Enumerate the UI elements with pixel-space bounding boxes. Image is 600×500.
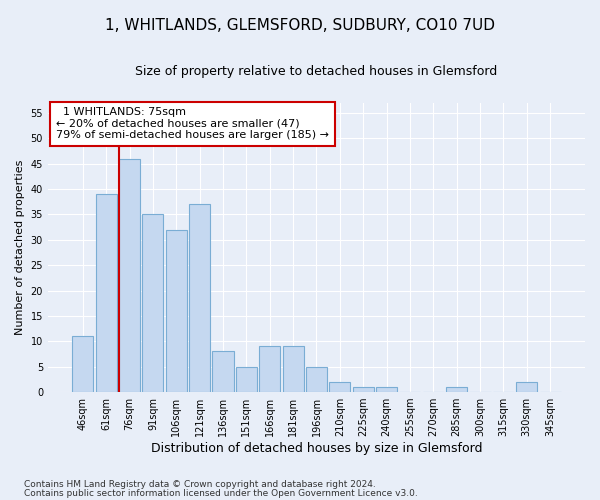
Bar: [166, 230, 187, 392]
X-axis label: Distribution of detached houses by size in Glemsford: Distribution of detached houses by size …: [151, 442, 482, 455]
Y-axis label: Number of detached properties: Number of detached properties: [15, 160, 25, 335]
Bar: [189, 204, 210, 392]
Bar: [329, 382, 350, 392]
Bar: [516, 382, 537, 392]
Bar: [353, 387, 374, 392]
Bar: [306, 366, 327, 392]
Text: Contains HM Land Registry data © Crown copyright and database right 2024.: Contains HM Land Registry data © Crown c…: [24, 480, 376, 489]
Bar: [73, 336, 94, 392]
Text: Contains public sector information licensed under the Open Government Licence v3: Contains public sector information licen…: [24, 488, 418, 498]
Title: Size of property relative to detached houses in Glemsford: Size of property relative to detached ho…: [136, 65, 497, 78]
Bar: [212, 352, 233, 392]
Bar: [142, 214, 163, 392]
Text: 1 WHITLANDS: 75sqm
← 20% of detached houses are smaller (47)
79% of semi-detache: 1 WHITLANDS: 75sqm ← 20% of detached hou…: [56, 107, 329, 140]
Bar: [446, 387, 467, 392]
Text: 1, WHITLANDS, GLEMSFORD, SUDBURY, CO10 7UD: 1, WHITLANDS, GLEMSFORD, SUDBURY, CO10 7…: [105, 18, 495, 32]
Bar: [236, 366, 257, 392]
Bar: [259, 346, 280, 392]
Bar: [95, 194, 117, 392]
Bar: [119, 158, 140, 392]
Bar: [376, 387, 397, 392]
Bar: [283, 346, 304, 392]
